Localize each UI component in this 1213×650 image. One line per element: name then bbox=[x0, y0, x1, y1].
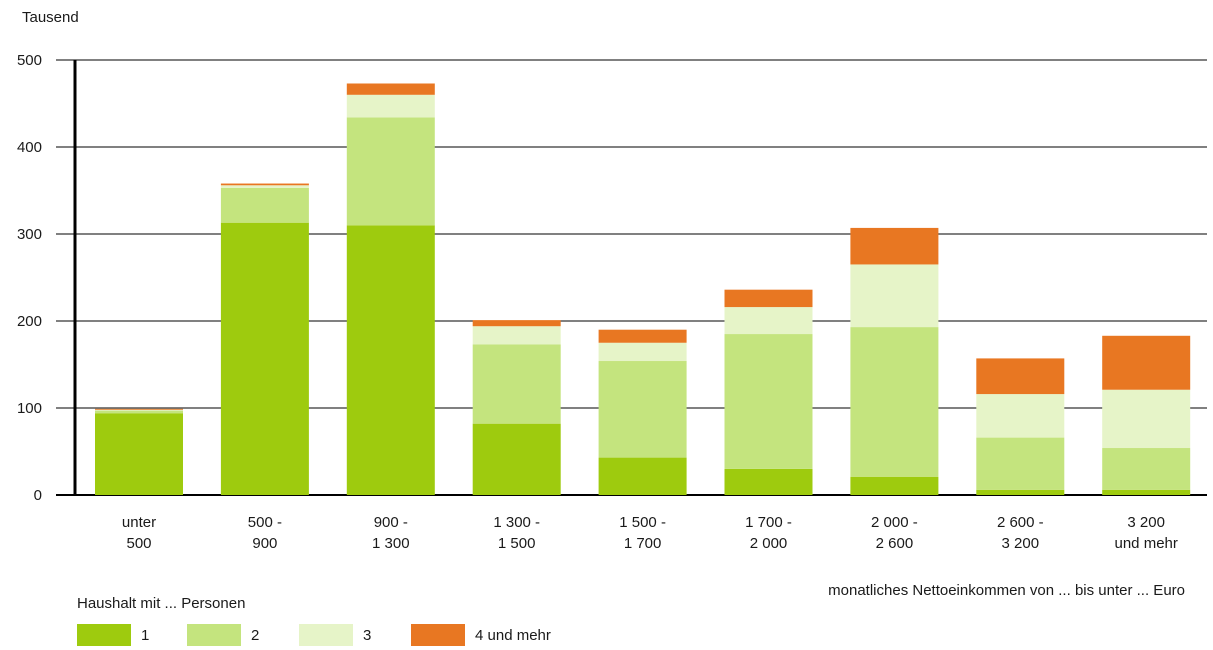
bar-segment-series-4 bbox=[1102, 335, 1191, 390]
legend-swatch bbox=[77, 624, 131, 646]
bar-segment-series-4 bbox=[598, 329, 687, 343]
legend-item: 4 und mehr bbox=[411, 624, 611, 646]
x-tick-label: 3 200 bbox=[1127, 514, 1165, 531]
bars bbox=[95, 83, 1191, 496]
legend-label: 2 bbox=[251, 626, 260, 644]
bar-segment-series-1 bbox=[850, 476, 939, 495]
bar-segment-series-3 bbox=[95, 409, 183, 411]
legend-title: Haushalt mit ... Personen bbox=[77, 595, 246, 612]
bar-segment-series-2 bbox=[724, 334, 813, 469]
bar-segment-series-2 bbox=[220, 187, 309, 223]
bar-segment-series-1 bbox=[976, 489, 1065, 495]
bar-segment-series-3 bbox=[724, 307, 813, 335]
bar-segment-series-1 bbox=[346, 225, 435, 496]
x-tick-label: 1 700 bbox=[624, 535, 662, 552]
legend-swatch bbox=[299, 624, 353, 646]
bar-segment-series-4 bbox=[850, 227, 939, 265]
bar-segment-series-1 bbox=[724, 468, 813, 495]
bar-segment-series-2 bbox=[850, 327, 939, 477]
legend-label: 3 bbox=[363, 626, 372, 644]
y-tick-label: 0 bbox=[34, 487, 42, 504]
y-axis-unit-label: Tausend bbox=[22, 9, 79, 26]
bar-segment-series-2 bbox=[598, 361, 687, 458]
bar-segment-series-2 bbox=[1102, 448, 1191, 490]
x-tick-label: 3 200 bbox=[1002, 535, 1040, 552]
x-tick-label: 1 300 - bbox=[493, 514, 540, 531]
bar-segment-series-4 bbox=[346, 83, 435, 95]
bar-segment-series-4 bbox=[976, 358, 1065, 395]
bar-segment-series-2 bbox=[346, 117, 435, 226]
x-tick-label: 1 500 - bbox=[619, 514, 666, 531]
x-tick-label: 900 - bbox=[374, 514, 408, 531]
y-tick-label: 500 bbox=[17, 52, 42, 69]
bar-segment-series-3 bbox=[346, 94, 435, 118]
x-tick-label: unter bbox=[122, 514, 156, 531]
legend-label: 1 bbox=[141, 626, 150, 644]
bar-segment-series-1 bbox=[1102, 489, 1191, 495]
x-tick-label: 500 bbox=[126, 535, 151, 552]
bar-segment-series-1 bbox=[472, 423, 561, 495]
bar-segment-series-3 bbox=[1102, 389, 1191, 449]
legend-swatch bbox=[411, 624, 465, 646]
bar-segment-series-3 bbox=[976, 394, 1065, 438]
legend: 1 2 3 4 und mehr bbox=[77, 624, 611, 646]
y-tick-label: 200 bbox=[17, 313, 42, 330]
x-tick-label: 900 bbox=[252, 535, 277, 552]
x-tick-label: 500 - bbox=[248, 514, 282, 531]
y-tick-labels: 0 100 200 300 400 500 bbox=[17, 52, 42, 504]
legend-label: 4 und mehr bbox=[475, 626, 551, 644]
x-tick-label: 1 700 - bbox=[745, 514, 792, 531]
legend-item: 1 bbox=[77, 624, 187, 646]
y-tick-label: 300 bbox=[17, 226, 42, 243]
bar-segment-series-4 bbox=[220, 183, 309, 186]
legend-swatch bbox=[187, 624, 241, 646]
legend-item: 2 bbox=[187, 624, 299, 646]
bar-segment-series-1 bbox=[598, 457, 687, 495]
x-tick-labels: unter 500 500 - 900 900 - 1 300 1 300 - 1 500 1 … bbox=[122, 514, 1178, 552]
bar-segment-series-2 bbox=[976, 437, 1065, 490]
bar-segment-series-3 bbox=[850, 264, 939, 328]
bar-segment-series-4 bbox=[472, 320, 561, 327]
bar-segment-series-3 bbox=[220, 185, 309, 188]
x-tick-label: 2 000 - bbox=[871, 514, 918, 531]
bar-segment-series-3 bbox=[472, 326, 561, 345]
bar-segment-series-1 bbox=[95, 413, 183, 495]
x-axis-title: monatliches Nettoeinkommen von ... bis u… bbox=[828, 582, 1185, 599]
x-tick-label: 2 000 bbox=[750, 535, 788, 552]
x-tick-label: und mehr bbox=[1115, 535, 1178, 552]
y-tick-label: 100 bbox=[17, 400, 42, 417]
bar-segment-series-2 bbox=[95, 410, 183, 414]
legend-item: 3 bbox=[299, 624, 411, 646]
x-tick-label: 2 600 bbox=[876, 535, 914, 552]
x-tick-label: 1 300 bbox=[372, 535, 410, 552]
bar-segment-series-2 bbox=[472, 344, 561, 424]
bar-segment-series-3 bbox=[598, 342, 687, 362]
x-tick-label: 2 600 - bbox=[997, 514, 1044, 531]
y-tick-label: 400 bbox=[17, 139, 42, 156]
stacked-bar-chart: Tausend 0 100 200 300 400 500 unter 500 500 - 90… bbox=[17, 9, 1207, 552]
x-tick-label: 1 500 bbox=[498, 535, 536, 552]
bar-segment-series-4 bbox=[724, 289, 813, 308]
bar-segment-series-1 bbox=[220, 222, 309, 495]
bar-segment-series-4 bbox=[95, 408, 183, 410]
